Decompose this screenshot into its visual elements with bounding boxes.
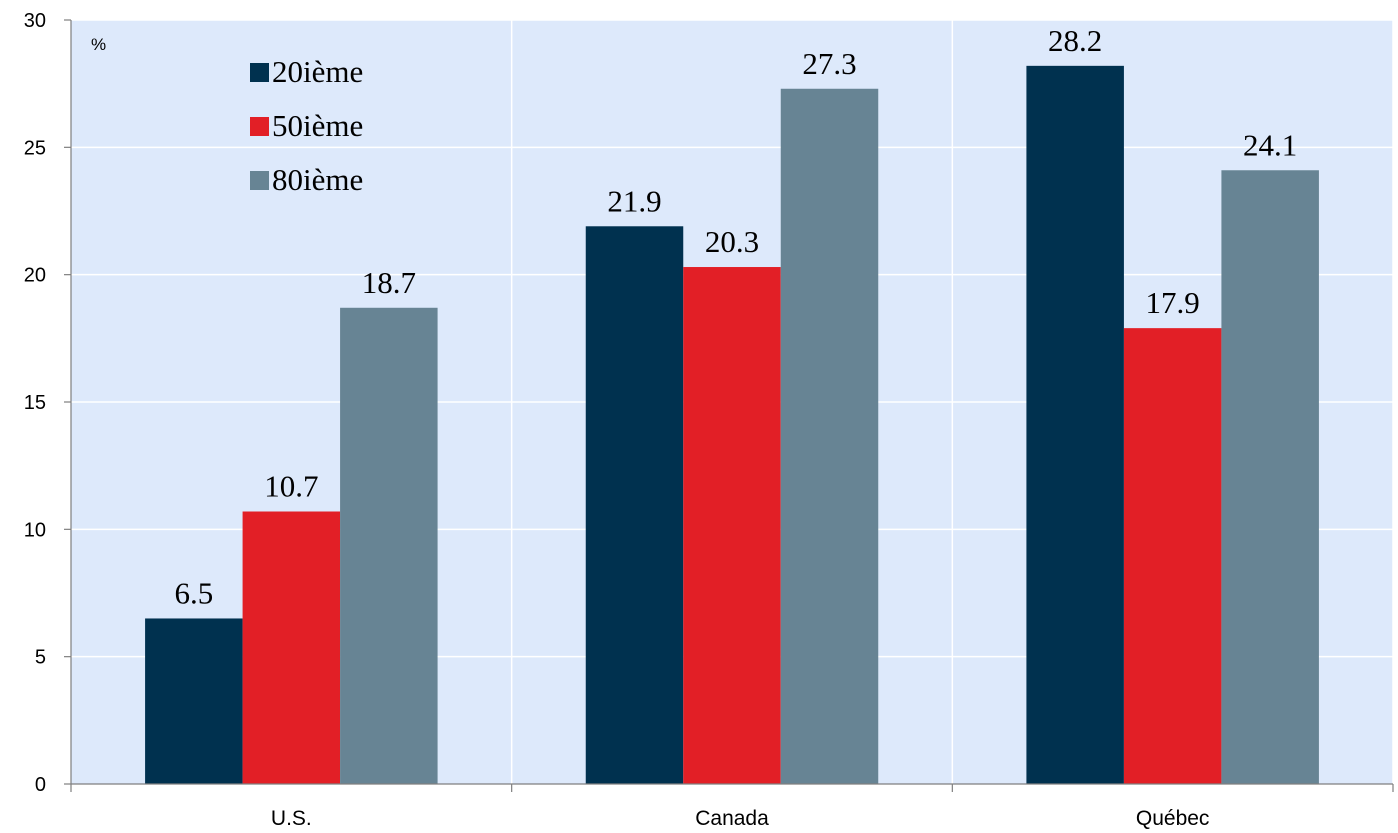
bar-data-label: 6.5: [174, 575, 213, 610]
bar: [145, 618, 243, 784]
bar-data-label: 27.3: [802, 46, 856, 81]
bar-data-label: 24.1: [1243, 127, 1297, 162]
legend-label: 20ième: [272, 54, 363, 89]
bar: [340, 307, 438, 784]
bars: [145, 65, 1319, 785]
y-tick-label: 15: [24, 392, 46, 414]
bar-data-label: 18.7: [362, 265, 416, 300]
bar-data-label: 28.2: [1048, 23, 1102, 58]
legend-swatch: [250, 117, 269, 136]
legend-swatch: [250, 171, 269, 190]
y-tick-label: 20: [24, 265, 46, 287]
bar-data-label: 20.3: [705, 224, 759, 259]
axes: 0 5 10 15 20 25 30 U.S. Canada Québec: [24, 10, 1394, 830]
bar: [242, 511, 341, 784]
y-tick-label: 5: [35, 647, 46, 669]
x-category-label: U.S.: [271, 807, 312, 830]
y-unit-label: %: [91, 35, 106, 54]
bar-data-label: 10.7: [264, 469, 318, 504]
y-tick-label: 25: [24, 137, 46, 159]
bar: [585, 226, 684, 784]
y-tick-label: 30: [24, 10, 46, 32]
legend: 20ième 50ième 80ième: [250, 54, 363, 197]
bar: [1026, 65, 1124, 785]
bar: [1123, 328, 1222, 784]
y-tick-label: 10: [24, 519, 46, 541]
legend-label: 50ième: [272, 108, 363, 143]
legend-swatch: [250, 63, 269, 82]
bar: [1221, 170, 1319, 785]
bar: [780, 88, 879, 784]
bar: [683, 267, 781, 784]
bar-data-label: 21.9: [607, 183, 661, 218]
x-category-label: Québec: [1136, 807, 1210, 830]
legend-label: 80ième: [272, 162, 363, 197]
y-tick-label: 0: [35, 774, 46, 796]
data-labels: 6.5 10.7 18.7 21.9 20.3 27.3 28.2 17.9 24.1: [174, 23, 1297, 611]
x-category-label: Canada: [695, 807, 769, 830]
bar-data-label: 17.9: [1146, 285, 1200, 320]
